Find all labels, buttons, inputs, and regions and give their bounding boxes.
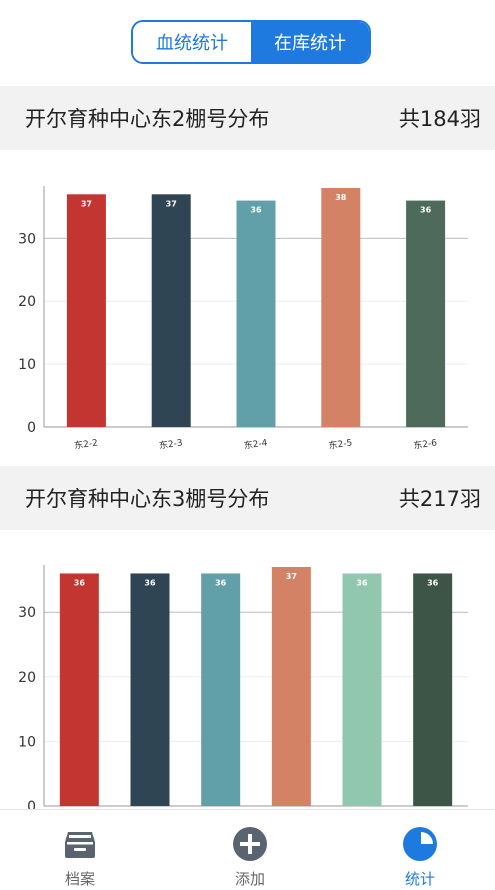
bar bbox=[236, 200, 276, 427]
bar bbox=[342, 573, 382, 806]
add-icon bbox=[233, 827, 267, 861]
x-tick-label: 东2-4 bbox=[243, 436, 268, 451]
tab-add[interactable]: 添加 bbox=[190, 810, 310, 890]
bar-chart-east3: 0 10 20 30 36 36 36 37 36 36 bbox=[18, 565, 468, 809]
y-tick-label: 0 bbox=[27, 799, 36, 809]
bar-value-label: 36 bbox=[215, 578, 227, 587]
bar bbox=[406, 200, 446, 427]
archive-icon bbox=[65, 832, 95, 858]
bar-chart-east2: 0 10 20 30 37 东2-2 37 东2-3 36 东2-4 38 东2-5 36 东2-6 bbox=[18, 186, 468, 452]
x-tick-label: 东2-6 bbox=[413, 436, 438, 451]
bar bbox=[321, 188, 361, 427]
pie-chart-icon bbox=[403, 827, 437, 861]
bar-value-label: 37 bbox=[286, 572, 297, 581]
y-tick-label: 30 bbox=[18, 605, 36, 621]
bar bbox=[130, 573, 170, 806]
stock-stats-tab[interactable]: 在库统计 bbox=[251, 22, 369, 62]
bar-value-label: 36 bbox=[356, 578, 368, 587]
bar bbox=[66, 194, 106, 427]
pedigree-stats-tab[interactable]: 血统统计 bbox=[133, 22, 251, 62]
chart-east3: 0 10 20 30 36 36 36 37 36 36 bbox=[0, 550, 495, 809]
bottom-tab-bar: 档案 添加 统计 bbox=[0, 809, 495, 889]
chart-east2: 0 10 20 30 37 东2-2 37 东2-3 36 东2-4 38 东2-5 36 东2-6 bbox=[0, 170, 495, 460]
y-tick-label: 20 bbox=[18, 294, 36, 310]
x-tick-label: 东2-5 bbox=[328, 436, 353, 451]
bar bbox=[201, 573, 241, 806]
section-total: 共184羽 bbox=[398, 107, 481, 131]
bar-value-label: 36 bbox=[74, 578, 86, 587]
bar-value-label: 38 bbox=[335, 193, 347, 202]
tab-label: 统计 bbox=[404, 870, 435, 888]
section-title: 开尔育种中心东3棚号分布 bbox=[25, 487, 270, 511]
segmented-control: 血统统计 在库统计 bbox=[131, 20, 371, 64]
tab-stats[interactable]: 统计 bbox=[360, 810, 480, 890]
tab-label: 添加 bbox=[234, 870, 265, 888]
bar-value-label: 36 bbox=[250, 206, 262, 215]
bar bbox=[151, 194, 191, 427]
bar-value-label: 37 bbox=[166, 199, 177, 208]
section-header-east3: 开尔育种中心东3棚号分布 共217羽 bbox=[0, 466, 495, 530]
y-tick-label: 10 bbox=[18, 734, 36, 750]
section-header-east2: 开尔育种中心东2棚号分布 共184羽 bbox=[0, 86, 495, 150]
tab-archive[interactable]: 档案 bbox=[20, 810, 140, 890]
bar-value-label: 36 bbox=[144, 578, 156, 587]
x-tick-label: 东2-3 bbox=[158, 436, 183, 451]
bar-value-label: 37 bbox=[81, 199, 92, 208]
section-title: 开尔育种中心东2棚号分布 bbox=[25, 107, 270, 131]
bar bbox=[59, 573, 99, 806]
y-tick-label: 10 bbox=[18, 357, 36, 373]
bar-value-label: 36 bbox=[420, 206, 432, 215]
x-tick-label: 东2-2 bbox=[73, 436, 98, 451]
y-tick-label: 20 bbox=[18, 670, 36, 686]
y-tick-label: 30 bbox=[18, 231, 36, 247]
section-total: 共217羽 bbox=[398, 487, 481, 511]
tab-label: 档案 bbox=[64, 870, 95, 888]
y-tick-label: 0 bbox=[27, 420, 36, 436]
bar bbox=[413, 573, 453, 806]
bar-value-label: 36 bbox=[427, 578, 439, 587]
bar bbox=[271, 567, 311, 806]
